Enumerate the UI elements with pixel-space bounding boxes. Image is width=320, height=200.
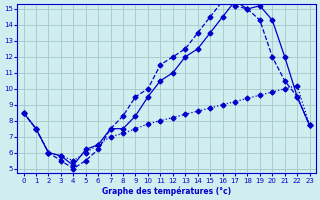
X-axis label: Graphe des températures (°c): Graphe des températures (°c) (102, 186, 231, 196)
